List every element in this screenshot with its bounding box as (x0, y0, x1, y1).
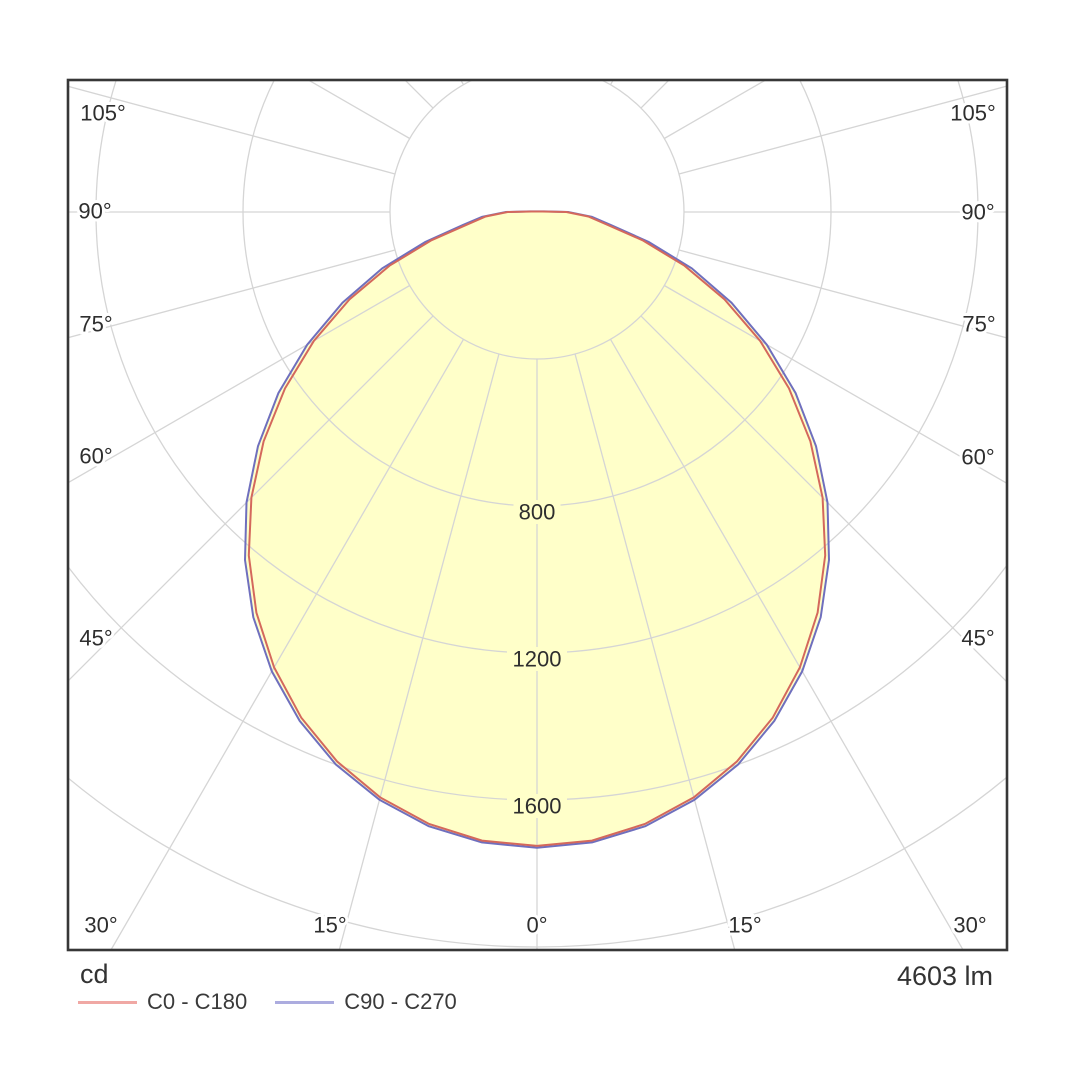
grid-spoke-r105 (678, 85, 1007, 175)
radial-label-knockout (513, 500, 561, 524)
curve-c90-c270 (243, 210, 831, 849)
grid-spoke-r30 (609, 338, 964, 950)
grid-spoke-l60 (68, 284, 411, 484)
grid-spoke-l165 (175, 0, 499, 70)
angle-label-11-15deg: 15° (313, 913, 346, 938)
grid-spoke-r150 (609, 80, 614, 86)
angle-label-12-0deg: 0° (526, 913, 547, 938)
grid-spoke-l75 (68, 249, 396, 339)
angle-label-4-45deg: 45° (79, 626, 112, 651)
legend-line-c0-c180 (78, 1000, 137, 1004)
grid-spoke-r60 (663, 284, 1007, 485)
legend-label-c0-c180: C0 - C180 (147, 989, 248, 1014)
grid-spoke-l30 (110, 338, 465, 950)
angle-label-13-15deg: 15° (728, 913, 761, 938)
radial-label-knockout (507, 794, 567, 818)
angle-label-0-105deg: 105° (80, 101, 126, 126)
angle-label-7-75deg: 75° (962, 312, 995, 337)
grid-spoke-l15 (338, 353, 500, 950)
legend-item-c90-c270: C90 - C270 (275, 991, 457, 1013)
grid-spoke-r15 (574, 353, 736, 950)
legend-label-c90-c270: C90 - C270 (344, 989, 457, 1014)
radial-tick-label-800: 800 (519, 500, 556, 525)
grid-spoke-l45 (68, 315, 434, 682)
angle-label-1-90deg: 90° (78, 199, 111, 224)
radial-label-knockout (507, 647, 567, 671)
legend: C0 - C180 C90 - C270 (78, 991, 457, 1013)
angle-label-3-60deg: 60° (79, 444, 112, 469)
angle-label-10-30deg: 30° (84, 913, 117, 938)
curve-c0-c180 (247, 210, 827, 847)
grid-spoke-l150 (460, 80, 465, 86)
radial-tick-label-1200: 1200 (513, 647, 562, 672)
grid-spoke-l105 (68, 85, 396, 175)
chart-frame (66, 78, 1009, 952)
grid-spoke-r45 (640, 315, 1007, 683)
angle-label-5-105deg: 105° (950, 101, 996, 126)
grid-spoke-r75 (678, 249, 1007, 339)
angle-label-14-30deg: 30° (953, 913, 986, 938)
grid-spoke-r165 (575, 0, 899, 70)
legend-item-c0-c180: C0 - C180 (78, 991, 247, 1013)
angle-label-9-45deg: 45° (961, 626, 994, 651)
legend-line-c90-c270 (275, 1000, 335, 1004)
unit-label: cd (80, 959, 109, 989)
radial-tick-label-1600: 1600 (513, 794, 562, 819)
luminous-flux-label: 4603 lm (896, 961, 993, 991)
angle-label-6-90deg: 90° (961, 200, 994, 225)
angle-label-2-75deg: 75° (79, 312, 112, 337)
angle-label-8-60deg: 60° (961, 445, 994, 470)
